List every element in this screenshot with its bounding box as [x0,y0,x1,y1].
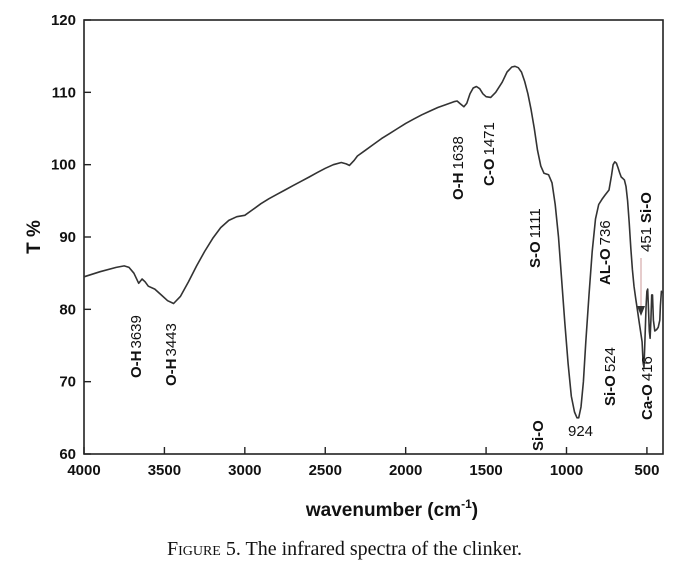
y-tick-label: 110 [52,84,76,101]
annotation-alo-736: AL-O736 [597,220,614,285]
y-tick-label: 70 [59,374,76,391]
annotation-arrow-451 [637,306,645,316]
x-axis-label-main: wavenumber (cm [305,500,461,521]
caption-label: Figure 5. [166,538,241,560]
annotation-sio-924-label: Si-O [530,420,547,451]
x-axis-label-sup: -1 [461,497,472,511]
x-tick-label: 3000 [228,462,261,479]
x-tick-label: 1500 [469,462,502,479]
y-tick-label: 80 [59,301,76,318]
x-tick-label: 4000 [67,462,100,479]
x-tick-label: 500 [634,462,659,479]
x-axis-label-close: ) [472,500,478,521]
annotation-oh-3639: O-H3639 [128,315,145,378]
y-tick-label: 100 [51,157,76,174]
annotation-co-1471: C-O1471 [481,122,498,186]
axis-ticks [83,19,648,455]
annotation-sio-451: 451Si-O [638,192,655,252]
axis-tick-labels: 4000 3500 3000 2500 2000 1500 1000 500 60 70 80 90 1… [51,12,659,479]
y-tick-label: 120 [51,12,76,29]
annotation-oh-1638: O-H1638 [450,136,467,200]
plot-frame [83,19,664,455]
annotation-cao-416: Ca-O416 [639,356,656,420]
x-tick-label: 2500 [309,462,342,479]
annotation-so-1111: S-O1111 [527,208,544,268]
y-tick-label: 90 [59,229,76,246]
x-tick-label: 2000 [389,462,422,479]
x-tick-label: 3500 [148,462,181,479]
annotation-sio-924-number: 924 [568,423,593,440]
annotation-sio-524: Si-O524 [602,347,619,406]
caption-text: The infrared spectra of the clinker. [240,538,523,560]
x-tick-label: 1000 [550,462,583,479]
y-axis-label: T % [24,220,45,254]
x-axis-label: wavenumber (cm-1) [305,497,478,521]
spectrum-line [83,65,663,419]
figure-caption: Figure 5. The infrared spectra of the cl… [0,538,689,561]
y-tick-label: 60 [59,446,76,463]
annotation-oh-3443: O-H3443 [163,323,180,386]
